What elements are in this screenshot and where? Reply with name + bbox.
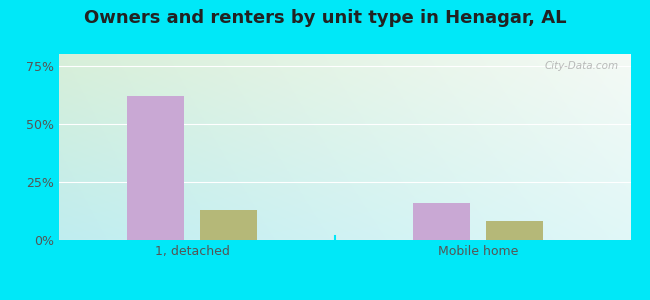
Bar [413,203,471,240]
Text: City-Data.com: City-Data.com [545,61,619,71]
Bar [486,221,543,240]
Bar [200,210,257,240]
Bar [127,96,185,240]
Text: Owners and renters by unit type in Henagar, AL: Owners and renters by unit type in Henag… [84,9,566,27]
